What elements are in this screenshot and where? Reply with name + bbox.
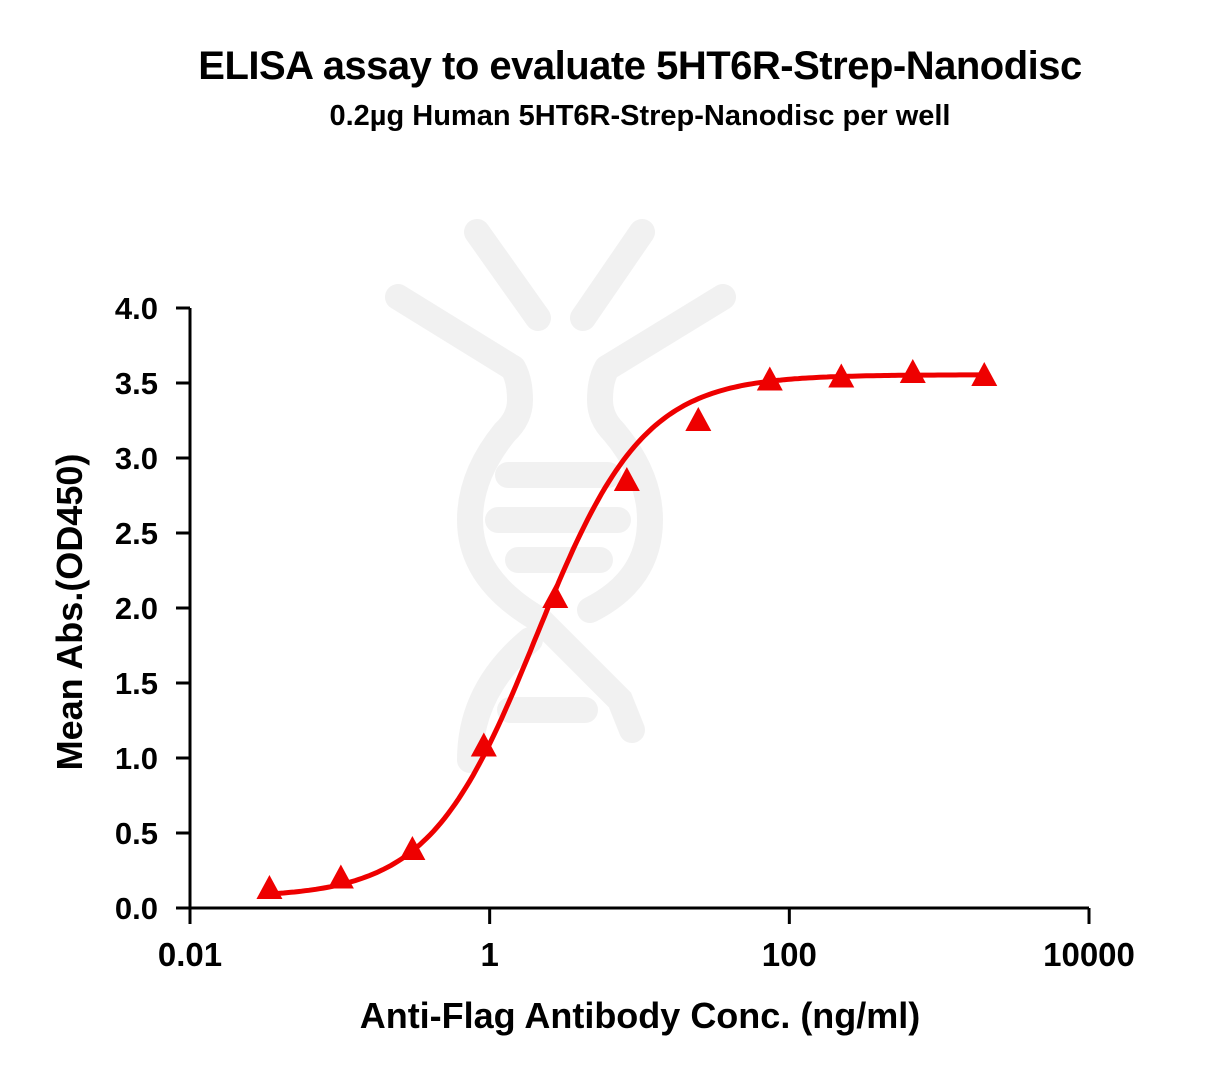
triangle-marker-icon: [828, 363, 855, 388]
axes: 0.0 0.5 1.0 1.5 2.0 2.5 3.0 3.5 4.0 0.01 1 100 10000: [115, 291, 1135, 973]
y-tick-label: 4.0: [115, 291, 158, 326]
y-tick-label: 1.5: [115, 666, 158, 701]
triangle-marker-icon: [470, 732, 497, 757]
y-axis-label: Mean Abs.(OD450): [49, 454, 90, 771]
triangle-marker-icon: [399, 836, 426, 860]
chart-title: ELISA assay to evaluate 5HT6R-Strep-Nano…: [198, 44, 1082, 88]
x-axis-label: Anti-Flag Antibody Conc. (ng/ml): [360, 995, 921, 1036]
y-tick-label: 1.0: [115, 741, 158, 776]
chart-subtitle: 0.2µg Human 5HT6R-Strep-Nanodisc per wel…: [329, 100, 951, 132]
watermark-logo-icon: [385, 219, 736, 773]
y-tick-label: 2.0: [115, 591, 158, 626]
fit-curve: [269, 372, 985, 897]
triangle-marker-icon: [542, 584, 569, 608]
data-points: [256, 359, 998, 899]
triangle-marker-icon: [613, 467, 640, 491]
triangle-marker-icon: [971, 362, 998, 386]
x-tick-label: 1: [480, 936, 498, 973]
y-tick-label: 3.0: [115, 441, 158, 476]
y-tick-label: 2.5: [115, 516, 158, 551]
y-tick-label: 0.0: [115, 891, 158, 926]
triangle-marker-icon: [685, 407, 712, 431]
y-tick-label: 3.5: [115, 366, 158, 401]
triangle-marker-icon: [899, 359, 926, 383]
triangle-marker-icon: [256, 875, 283, 899]
y-tick-label: 0.5: [115, 816, 158, 851]
x-tick-label: 0.01: [158, 936, 222, 973]
triangle-marker-icon: [327, 864, 354, 889]
x-tick-label: 10000: [1043, 936, 1135, 973]
x-tick-label: 100: [762, 936, 817, 973]
triangle-marker-icon: [756, 366, 783, 391]
